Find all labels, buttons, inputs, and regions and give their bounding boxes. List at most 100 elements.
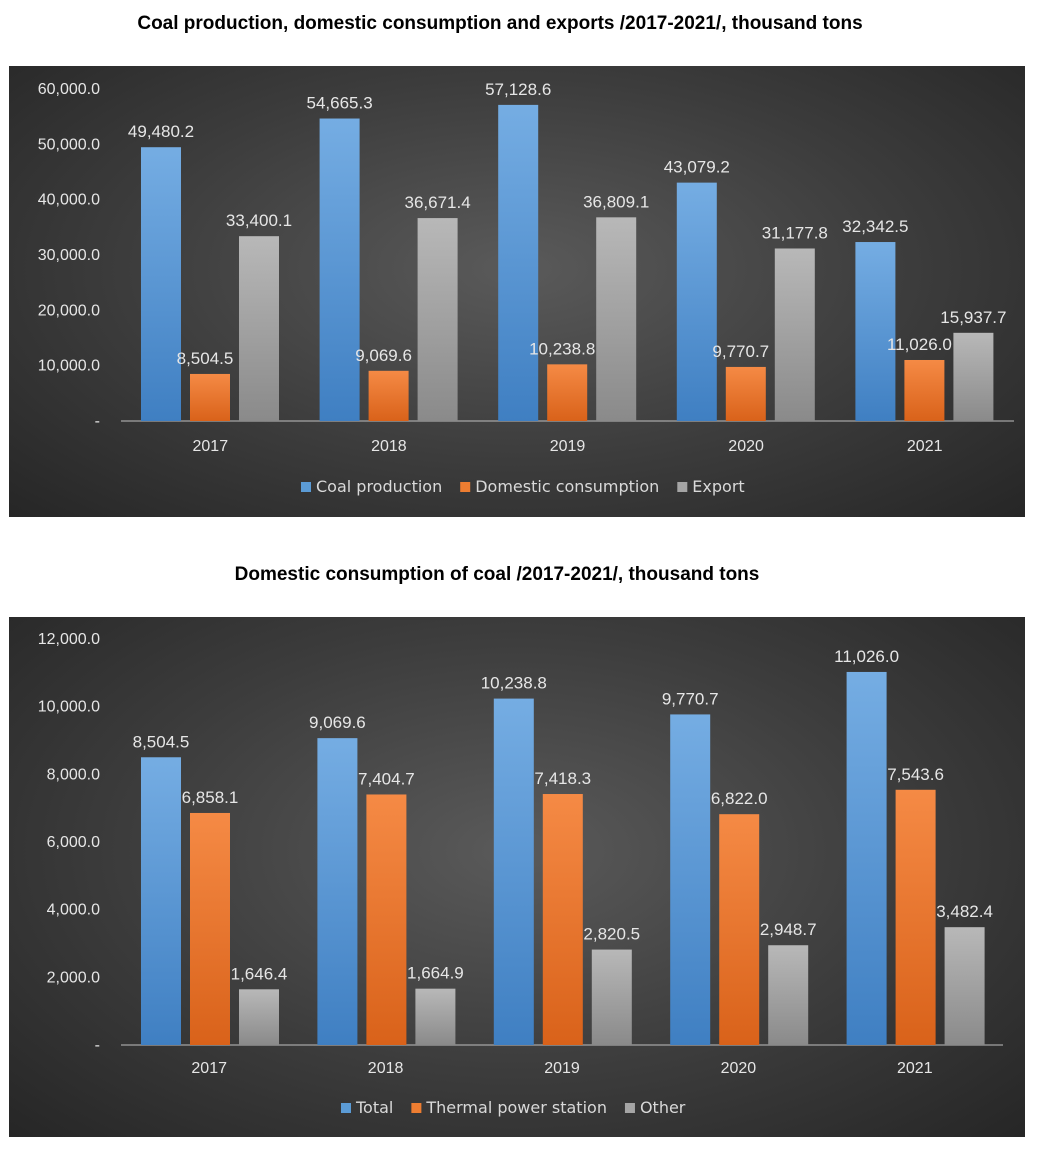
data-label: 9,069.6: [309, 713, 366, 732]
x-tick-label: 2018: [368, 1060, 404, 1077]
bar-thermal-power-station-2019: [542, 794, 583, 1045]
bar-thermal-power-station-2021: [895, 789, 936, 1045]
x-tick-label: 2019: [544, 1060, 580, 1077]
x-tick-label: 2019: [550, 438, 586, 455]
chart-1-title: Coal production, domestic consumption an…: [137, 13, 863, 34]
y-tick-label: 50,000.0: [38, 136, 100, 153]
y-tick-label: 40,000.0: [38, 192, 100, 209]
bar-other-2020: [768, 945, 809, 1045]
bar-domestic-consumption-2019: [547, 364, 588, 421]
legend-item-label: Total: [355, 1098, 393, 1117]
data-label: 2,948.7: [760, 920, 817, 939]
bar-coal-production-2019: [498, 104, 539, 421]
legend-swatch: [341, 1103, 351, 1113]
legend-item-label: Domestic consumption: [475, 477, 659, 496]
data-label: 2,820.5: [583, 925, 640, 944]
bar-domestic-consumption-2020: [725, 366, 766, 421]
legend-swatch: [677, 482, 688, 492]
bar-total-2017: [141, 757, 181, 1045]
bar-thermal-power-station-2018: [366, 794, 407, 1045]
bar-domestic-consumption-2021: [904, 359, 945, 421]
data-label: 36,809.1: [583, 192, 649, 211]
bar-domestic-consumption-2018: [368, 370, 409, 421]
legend-swatch: [411, 1103, 422, 1113]
x-tick-label: 2017: [193, 438, 229, 455]
y-tick-label: 20,000.0: [38, 302, 100, 319]
legend-item-label: Export: [692, 477, 744, 496]
chart-1-panel: - 10,000.0 20,000.0 30,000.0 40,000.0 50,000.…: [9, 66, 1025, 517]
bar-total-2020: [670, 714, 711, 1045]
bar-total-2021: [846, 671, 887, 1045]
data-label: 3,482.4: [936, 902, 993, 921]
x-tick-label: 2021: [907, 438, 943, 455]
data-label: 8,504.5: [133, 732, 190, 751]
data-label: 10,238.8: [529, 339, 595, 358]
chart-1-plot: - 10,000.0 20,000.0 30,000.0 40,000.0 50,000.…: [38, 80, 1014, 496]
data-label: 6,858.1: [182, 788, 239, 807]
x-tick-label: 2020: [728, 438, 764, 455]
chart-2-plot: - 2,000.0 4,000.0 6,000.0 8,000.0 10,000.0 12,…: [38, 631, 1003, 1117]
legend-swatch: [624, 1103, 635, 1113]
data-label: 6,822.0: [711, 789, 768, 808]
data-label: 9,770.7: [662, 689, 719, 708]
bar-other-2017: [239, 989, 279, 1045]
x-tick-label: 2018: [371, 438, 407, 455]
bar-coal-production-2021: [855, 242, 896, 421]
chart-2-panel: - 2,000.0 4,000.0 6,000.0 8,000.0 10,000.0 12,…: [9, 617, 1025, 1137]
legend-swatch: [301, 482, 311, 492]
y-tick-label: 12,000.0: [38, 631, 100, 648]
bar-export-2017: [239, 236, 279, 421]
legend-swatch: [460, 482, 471, 492]
data-label: 1,664.9: [407, 964, 464, 983]
data-label: 11,026.0: [834, 647, 899, 666]
data-label: 15,937.7: [940, 308, 1006, 327]
bar-thermal-power-station-2017: [190, 812, 230, 1045]
data-label: 32,342.5: [842, 217, 908, 236]
bar-coal-production-2017: [141, 147, 181, 421]
data-label: 54,665.3: [307, 94, 373, 113]
chart-2-title: Domestic consumption of coal /2017-2021/…: [234, 564, 760, 585]
bar-export-2018: [417, 218, 458, 421]
legend-item-label: Other: [640, 1098, 686, 1117]
y-tick-label: 30,000.0: [38, 247, 100, 264]
data-label: 33,400.1: [226, 211, 292, 230]
x-tick-label: 2021: [897, 1060, 933, 1077]
data-label: 11,026.0: [887, 335, 952, 354]
bar-export-2019: [596, 217, 637, 421]
data-label: 10,238.8: [481, 674, 547, 693]
x-tick-label: 2017: [191, 1060, 227, 1077]
y-tick-label: 6,000.0: [47, 834, 100, 851]
bar-total-2019: [493, 698, 534, 1045]
data-label: 9,770.7: [712, 342, 769, 361]
y-tick-label: -: [95, 1037, 100, 1054]
data-label: 7,418.3: [534, 769, 591, 788]
y-tick-label: 8,000.0: [47, 766, 100, 783]
bar-coal-production-2018: [319, 118, 360, 421]
bar-coal-production-2020: [676, 182, 717, 421]
legend-item-label: Coal production: [316, 477, 442, 496]
bar-total-2018: [317, 738, 358, 1045]
y-tick-label: -: [95, 413, 100, 430]
y-tick-label: 2,000.0: [47, 969, 100, 986]
data-label: 7,404.7: [358, 769, 415, 788]
y-tick-label: 4,000.0: [47, 902, 100, 919]
data-label: 8,504.5: [177, 349, 234, 368]
bar-other-2021: [944, 927, 985, 1045]
data-label: 36,671.4: [405, 193, 471, 212]
y-tick-label: 10,000.0: [38, 699, 100, 716]
bar-other-2019: [591, 949, 632, 1045]
data-label: 7,543.6: [887, 765, 944, 784]
data-label: 49,480.2: [128, 122, 194, 141]
legend-item-label: Thermal power station: [425, 1098, 607, 1117]
bar-thermal-power-station-2020: [719, 814, 760, 1045]
data-label: 43,079.2: [664, 158, 730, 177]
y-tick-label: 60,000.0: [38, 81, 100, 98]
bar-export-2021: [953, 332, 994, 421]
data-label: 31,177.8: [762, 223, 828, 242]
data-label: 1,646.4: [231, 964, 288, 983]
bar-domestic-consumption-2017: [190, 373, 230, 421]
bar-export-2020: [774, 248, 815, 421]
x-tick-label: 2020: [721, 1060, 757, 1077]
y-tick-label: 10,000.0: [38, 358, 100, 375]
bar-other-2018: [415, 988, 456, 1045]
